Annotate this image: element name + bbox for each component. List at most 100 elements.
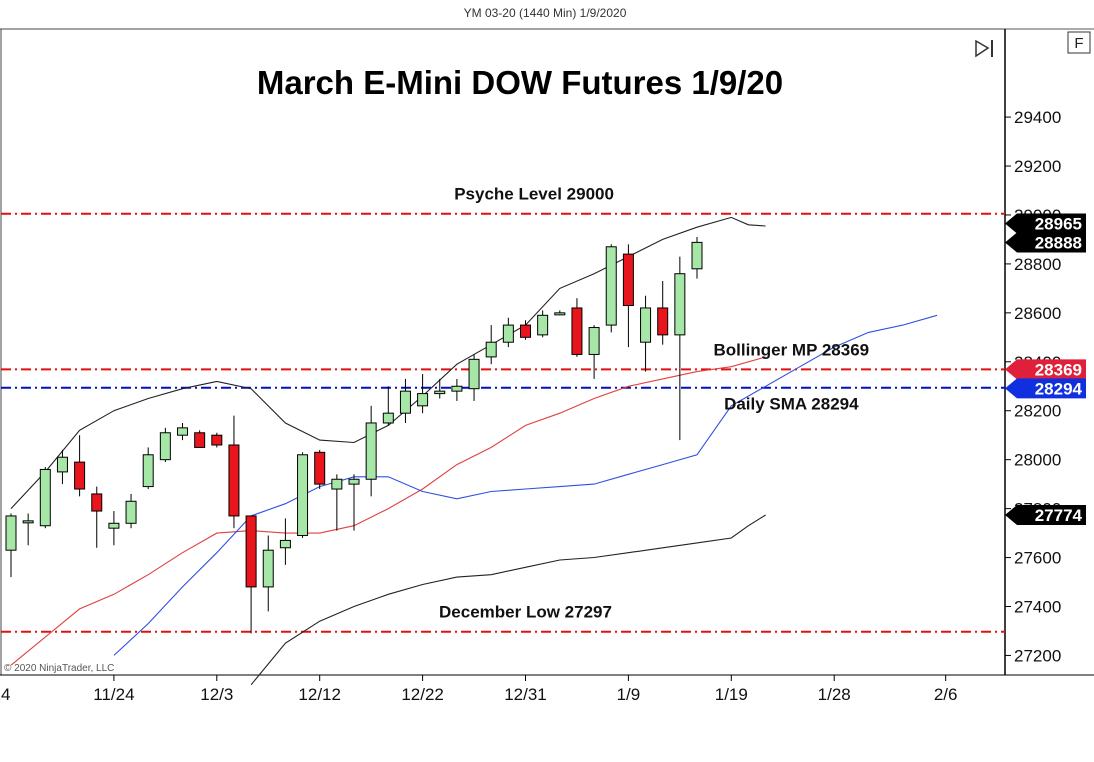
x-tick-label: 1/28 bbox=[818, 685, 851, 704]
candle bbox=[485, 325, 497, 365]
chart-title: March E-Mini DOW Futures 1/9/20 bbox=[257, 64, 783, 101]
f-button[interactable]: F bbox=[1067, 31, 1091, 54]
x-tick-label: 12/12 bbox=[298, 685, 341, 704]
bollinger-mid-line bbox=[10, 356, 766, 666]
candle bbox=[640, 295, 652, 372]
candle bbox=[297, 452, 309, 538]
candle bbox=[177, 422, 188, 441]
candle bbox=[39, 467, 51, 529]
candle-body bbox=[691, 241, 703, 270]
candle bbox=[125, 493, 137, 529]
price-badge-label: 28294 bbox=[1035, 379, 1083, 398]
candle bbox=[22, 513, 34, 546]
candle-body bbox=[177, 427, 188, 436]
candle bbox=[331, 474, 343, 531]
y-tick-label: 28800 bbox=[1014, 255, 1061, 274]
f-button-label: F bbox=[1074, 35, 1083, 52]
price-badge-bg bbox=[1005, 378, 1086, 399]
y-tick-label: 28200 bbox=[1014, 402, 1061, 421]
candle-body bbox=[520, 324, 531, 338]
x-axis: 1/14 11/24 12/3 12/12 12/22 12/31 1/9 1/19 1/28 2… bbox=[0, 675, 957, 704]
candle bbox=[520, 320, 531, 340]
candle bbox=[314, 449, 326, 490]
candle bbox=[657, 281, 669, 345]
x-tick-label: 1/19 bbox=[715, 685, 748, 704]
candle bbox=[571, 298, 583, 357]
x-tick-label: 11/24 bbox=[93, 685, 134, 704]
x-tick-label: 1/9 bbox=[617, 685, 641, 704]
price-badge: 28888 bbox=[1005, 232, 1086, 253]
price-badge-bg bbox=[1005, 232, 1086, 253]
candle bbox=[451, 378, 463, 401]
candle bbox=[108, 511, 120, 546]
candle-body bbox=[22, 520, 34, 524]
candle-body bbox=[39, 468, 51, 527]
level-annotation-3: December Low 27297 bbox=[439, 603, 612, 622]
candle bbox=[262, 535, 274, 612]
y-tick-label: 28000 bbox=[1014, 451, 1061, 470]
annotations-layer: Psyche Level 29000 Bollinger MP 28369 Dail… bbox=[439, 185, 869, 622]
candle bbox=[56, 449, 68, 485]
candle bbox=[605, 244, 617, 333]
candle bbox=[159, 427, 171, 463]
candle bbox=[365, 405, 377, 497]
candle-body bbox=[554, 312, 566, 316]
candle bbox=[211, 432, 223, 448]
instrument-header: YM 03-20 (1440 Min) 1/9/2020 bbox=[464, 6, 627, 20]
price-badge-label: 28965 bbox=[1035, 215, 1082, 234]
skip-forward-icon[interactable] bbox=[975, 39, 993, 58]
y-tick-label: 27600 bbox=[1014, 549, 1061, 568]
candle bbox=[434, 378, 446, 399]
candle bbox=[622, 244, 634, 348]
candle bbox=[91, 486, 103, 548]
candle-body bbox=[262, 549, 274, 588]
level-annotation-0: Psyche Level 29000 bbox=[454, 185, 614, 204]
bollinger-lower-line bbox=[250, 514, 766, 686]
candle-body bbox=[125, 500, 137, 524]
price-badge-bg bbox=[1005, 213, 1086, 234]
candle-body bbox=[365, 422, 377, 480]
candle bbox=[691, 236, 703, 279]
candle bbox=[674, 256, 686, 441]
candle bbox=[194, 430, 206, 448]
candle-body bbox=[485, 341, 497, 358]
price-badge-label: 28888 bbox=[1035, 234, 1082, 253]
candle-body bbox=[108, 522, 120, 529]
candle bbox=[382, 386, 394, 426]
candle-body bbox=[571, 307, 583, 355]
candle-body bbox=[417, 393, 429, 407]
candle bbox=[399, 378, 411, 423]
candle bbox=[554, 310, 566, 316]
candle bbox=[417, 374, 429, 414]
y-tick-label: 27400 bbox=[1014, 597, 1061, 616]
copyright-text: © 2020 NinjaTrader, LLC bbox=[4, 663, 114, 674]
candle-body bbox=[245, 515, 257, 588]
price-badge-bg bbox=[1005, 359, 1086, 380]
levels-layer bbox=[1, 212, 1005, 633]
x-tick-label: 2/6 bbox=[934, 685, 958, 704]
candle-body bbox=[537, 314, 549, 336]
candle-body bbox=[279, 539, 291, 549]
price-badge-bg bbox=[1005, 504, 1086, 525]
candle-body bbox=[451, 385, 463, 392]
candle bbox=[588, 325, 600, 379]
y-tick-label: 27200 bbox=[1014, 646, 1061, 665]
candle bbox=[279, 518, 291, 565]
candle bbox=[245, 515, 257, 634]
candle-body bbox=[382, 412, 394, 424]
candle bbox=[468, 354, 480, 401]
candle-body bbox=[399, 390, 411, 414]
candle-body bbox=[56, 456, 68, 473]
candle-body bbox=[622, 253, 634, 307]
candle bbox=[228, 415, 240, 529]
candles-layer bbox=[5, 236, 703, 634]
y-tick-label: 29200 bbox=[1014, 157, 1061, 176]
candle-body bbox=[674, 273, 686, 336]
candle-body bbox=[228, 444, 240, 517]
candle-body bbox=[142, 454, 154, 488]
candle-body bbox=[502, 324, 514, 343]
y-tick-label: 28600 bbox=[1014, 304, 1061, 323]
price-badge: 27774 bbox=[1005, 504, 1086, 525]
price-badge-label: 28369 bbox=[1035, 360, 1082, 379]
